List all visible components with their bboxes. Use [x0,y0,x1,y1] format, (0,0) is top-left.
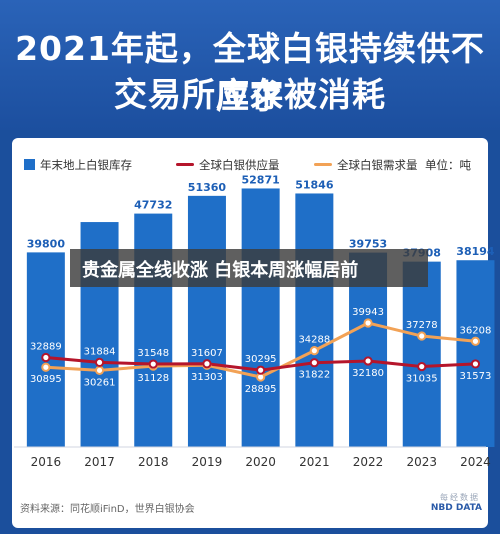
legend-swatch-demand [314,163,332,166]
demand-label-2020: 28895 [245,384,277,395]
legend-item-supply: 全球白银供应量 [176,157,280,173]
demand-point-2024 [470,336,481,346]
headline-text: 贵金属全线收涨 白银本周涨幅居前 [82,260,359,281]
demand-label-2021: 34288 [298,335,330,346]
bar-value-label-2020: 52871 [242,173,280,186]
demand-point-2017 [94,365,105,375]
bar-value-label-2022: 39753 [349,238,387,251]
supply-label-2018: 31548 [137,348,169,359]
supply-label-2016: 32889 [30,341,62,352]
x-tick-2019: 2019 [192,455,223,469]
header: 2021年起，全球白银持续供不应求 交易所库存被消耗 [0,0,500,130]
source-note: 资料来源：同花顺iFinD，世界白银协会 [20,504,195,515]
supply-point-2017 [94,357,105,368]
bar-2023 [402,261,441,447]
legend-label-demand: 全球白银需求量 [337,158,418,172]
supply-point-2018 [148,359,158,369]
demand-label-2022: 39943 [352,307,384,318]
demand-label-2024: 36208 [460,325,492,336]
bar-2021 [295,193,334,447]
legend-swatch-stock [24,159,35,170]
demand-label-2019: 31303 [191,372,223,383]
bar-value-label-2021: 51846 [295,178,334,191]
legend-item-stock: 年末地上白银库存 [24,157,132,173]
unit-label: 单位：吨 [425,158,471,172]
headline-banner: 贵金属全线收涨 白银本周涨幅居前 [70,249,428,287]
demand-label-2016: 30895 [30,374,62,385]
bar-value-label-2016: 39800 [27,237,66,250]
x-tick-2018: 2018 [138,455,169,469]
supply-point-2016 [41,352,51,363]
bar-value-label-2024: 38194 [456,245,495,258]
supply-point-2024 [470,359,481,369]
x-tick-2017: 2017 [84,455,115,469]
bar-2024 [456,260,495,447]
legend-swatch-supply [176,163,194,166]
supply-point-2019 [202,359,212,369]
logo-cn-text: 每经数据 [440,493,480,502]
x-tick-2016: 2016 [31,455,62,469]
bar-2019 [187,195,226,447]
supply-point-2020 [256,365,266,375]
demand-point-2021 [309,346,319,356]
supply-label-2023: 31035 [406,374,438,385]
nbd-logo: 每经数据 NBD DATA [414,488,484,518]
x-tick-2022: 2022 [353,455,384,469]
legend: 年末地上白银库存 全球白银供应量 全球白银需求量 [24,155,484,175]
bar-value-label-2019: 51360 [188,181,227,194]
legend-item-demand: 全球白银需求量 [314,157,418,173]
title-line-1: 2021年起，全球白银持续供不应求 [15,29,485,116]
demand-label-2018: 31128 [137,373,169,384]
demand-point-2016 [41,362,51,372]
demand-point-2023 [417,331,427,341]
x-tick-2021: 2021 [299,455,330,469]
supply-label-2017: 31884 [84,346,116,357]
bar-value-label-2018: 47732 [134,199,172,212]
supply-label-2019: 31607 [191,348,223,359]
supply-point-2022 [363,356,373,366]
x-tick-2020: 2020 [245,455,276,469]
bar-2020 [241,188,280,447]
demand-point-2022 [363,318,373,328]
bar-2016 [26,252,65,447]
demand-label-2023: 37278 [406,320,438,331]
x-tick-2024: 2024 [460,455,491,469]
supply-label-2022: 32180 [352,368,384,379]
legend-label-stock: 年末地上白银库存 [40,158,132,172]
supply-point-2021 [309,358,319,368]
x-tick-2023: 2023 [406,455,437,469]
title-line-2: 交易所库存被消耗 [114,75,386,114]
supply-label-2020: 30295 [245,354,277,365]
supply-label-2024: 31573 [460,371,492,382]
legend-label-supply: 全球白银供应量 [199,158,280,172]
supply-point-2023 [417,361,427,372]
demand-label-2017: 30261 [84,377,116,388]
supply-label-2021: 31822 [298,370,330,381]
logo-en-text: NBD DATA [430,503,482,513]
